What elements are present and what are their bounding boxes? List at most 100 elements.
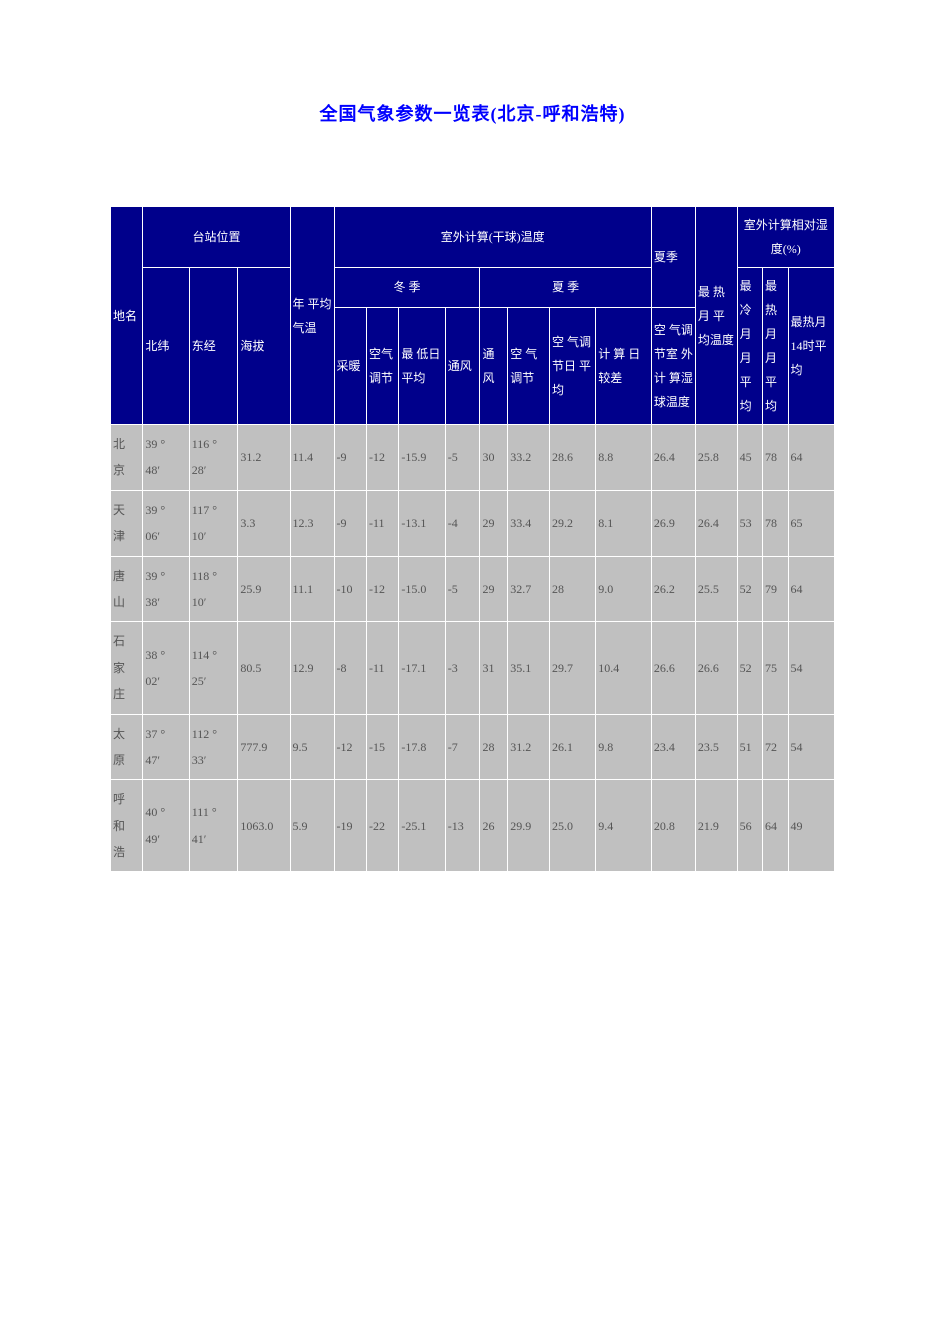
cell-ac_winter: -15 <box>366 714 398 780</box>
cell-name: 石 家 庄 <box>111 622 143 714</box>
cell-lat: 39 ° 06′ <box>143 490 189 556</box>
cell-ac_summer: 33.4 <box>508 490 550 556</box>
cell-cold_rh: 52 <box>737 556 762 622</box>
cell-ac_winter: -22 <box>366 780 398 872</box>
cell-name: 呼 和 浩 <box>111 780 143 872</box>
page-title: 全国气象参数一览表(北京-呼和浩特) <box>110 100 835 126</box>
table-row: 天 津39 ° 06′117 ° 10′3.312.3-9-11-13.1-42… <box>111 490 835 556</box>
col-ac-winter: 空气调节 <box>366 307 398 424</box>
cell-hot14_rh: 54 <box>788 714 835 780</box>
cell-ac_summer: 32.7 <box>508 556 550 622</box>
cell-day_range: 8.1 <box>596 490 652 556</box>
cell-hot14_rh: 65 <box>788 490 835 556</box>
cell-hot_rh: 78 <box>763 490 788 556</box>
col-summer: 夏 季 <box>480 268 651 308</box>
cell-lat: 39 ° 48′ <box>143 425 189 491</box>
cell-vent_s: 29 <box>480 490 508 556</box>
cell-cold_rh: 56 <box>737 780 762 872</box>
table-row: 唐 山39 ° 38′118 ° 10′25.911.1-10-12-15.0-… <box>111 556 835 622</box>
cell-ac_winter: -11 <box>366 490 398 556</box>
cell-vent_w: -3 <box>445 622 480 714</box>
cell-ac_daily: 26.1 <box>549 714 595 780</box>
cell-day_range: 9.8 <box>596 714 652 780</box>
cell-wetbulb: 26.9 <box>651 490 695 556</box>
cell-hot_temp: 26.4 <box>695 490 737 556</box>
col-outdoor-temp: 室外计算(干球)温度 <box>334 207 651 268</box>
cell-hot14_rh: 49 <box>788 780 835 872</box>
cell-heating: -9 <box>334 490 366 556</box>
cell-name: 唐 山 <box>111 556 143 622</box>
cell-vent_w: -7 <box>445 714 480 780</box>
cell-lowest: -17.8 <box>399 714 445 780</box>
cell-ac_winter: -11 <box>366 622 398 714</box>
cell-day_range: 10.4 <box>596 622 652 714</box>
cell-lat: 38 ° 02′ <box>143 622 189 714</box>
cell-vent_s: 31 <box>480 622 508 714</box>
cell-hot_temp: 23.5 <box>695 714 737 780</box>
meteorological-table: 地名 台站位置 年 平均 气温 室外计算(干球)温度 夏季 最 热月 平均温度 … <box>110 206 835 872</box>
col-coldest-rh: 最冷月月平均 <box>737 268 762 425</box>
cell-vent_s: 28 <box>480 714 508 780</box>
col-hot14-rh: 最热月14时平均 <box>788 268 835 425</box>
cell-ac_daily: 28 <box>549 556 595 622</box>
cell-alt: 1063.0 <box>238 780 290 872</box>
cell-lon: 116 ° 28′ <box>189 425 238 491</box>
cell-hot14_rh: 64 <box>788 425 835 491</box>
cell-day_range: 8.8 <box>596 425 652 491</box>
col-summer-season: 夏季 <box>651 207 695 308</box>
cell-vent_s: 26 <box>480 780 508 872</box>
cell-cold_rh: 45 <box>737 425 762 491</box>
cell-hot_temp: 25.8 <box>695 425 737 491</box>
cell-annual: 5.9 <box>290 780 334 872</box>
cell-heating: -9 <box>334 425 366 491</box>
cell-vent_w: -4 <box>445 490 480 556</box>
cell-ac_summer: 33.2 <box>508 425 550 491</box>
cell-wetbulb: 23.4 <box>651 714 695 780</box>
cell-ac_daily: 28.6 <box>549 425 595 491</box>
table-row: 太 原37 ° 47′112 ° 33′777.99.5-12-15-17.8-… <box>111 714 835 780</box>
cell-cold_rh: 51 <box>737 714 762 780</box>
col-longitude: 东经 <box>189 268 238 425</box>
col-wetbulb: 空 气调 节室 外计 算湿 球温度 <box>651 307 695 424</box>
cell-vent_s: 29 <box>480 556 508 622</box>
col-ac-summer: 空 气调节 <box>508 307 550 424</box>
table-body: 北 京39 ° 48′116 ° 28′31.211.4-9-12-15.9-5… <box>111 425 835 872</box>
table-row: 石 家 庄38 ° 02′114 ° 25′80.512.9-8-11-17.1… <box>111 622 835 714</box>
cell-annual: 11.4 <box>290 425 334 491</box>
cell-vent_w: -5 <box>445 425 480 491</box>
cell-hot_temp: 21.9 <box>695 780 737 872</box>
col-winter: 冬 季 <box>334 268 480 308</box>
table-row: 北 京39 ° 48′116 ° 28′31.211.4-9-12-15.9-5… <box>111 425 835 491</box>
cell-hot_rh: 78 <box>763 425 788 491</box>
col-ac-daily-avg: 空 气调 节日 平均 <box>549 307 595 424</box>
cell-lowest: -25.1 <box>399 780 445 872</box>
cell-lowest: -13.1 <box>399 490 445 556</box>
cell-hot_temp: 26.6 <box>695 622 737 714</box>
cell-wetbulb: 20.8 <box>651 780 695 872</box>
cell-cold_rh: 52 <box>737 622 762 714</box>
cell-annual: 9.5 <box>290 714 334 780</box>
cell-heating: -12 <box>334 714 366 780</box>
cell-ac_winter: -12 <box>366 556 398 622</box>
cell-lat: 37 ° 47′ <box>143 714 189 780</box>
cell-name: 北 京 <box>111 425 143 491</box>
cell-day_range: 9.4 <box>596 780 652 872</box>
cell-lat: 40 ° 49′ <box>143 780 189 872</box>
cell-vent_w: -5 <box>445 556 480 622</box>
col-vent-winter: 通风 <box>445 307 480 424</box>
cell-alt: 80.5 <box>238 622 290 714</box>
cell-alt: 31.2 <box>238 425 290 491</box>
table-header: 地名 台站位置 年 平均 气温 室外计算(干球)温度 夏季 最 热月 平均温度 … <box>111 207 835 425</box>
cell-name: 太 原 <box>111 714 143 780</box>
cell-lowest: -15.0 <box>399 556 445 622</box>
cell-day_range: 9.0 <box>596 556 652 622</box>
col-heating: 采暖 <box>334 307 366 424</box>
cell-hot_rh: 72 <box>763 714 788 780</box>
cell-heating: -8 <box>334 622 366 714</box>
col-place-name: 地名 <box>111 207 143 425</box>
cell-alt: 3.3 <box>238 490 290 556</box>
document-page: 全国气象参数一览表(北京-呼和浩特) 地名 台站位置 <box>0 0 945 912</box>
col-annual-temp: 年 平均 气温 <box>290 207 334 425</box>
col-altitude: 海拔 <box>238 268 290 425</box>
col-hottest-temp: 最 热月 平均温度 <box>695 207 737 425</box>
